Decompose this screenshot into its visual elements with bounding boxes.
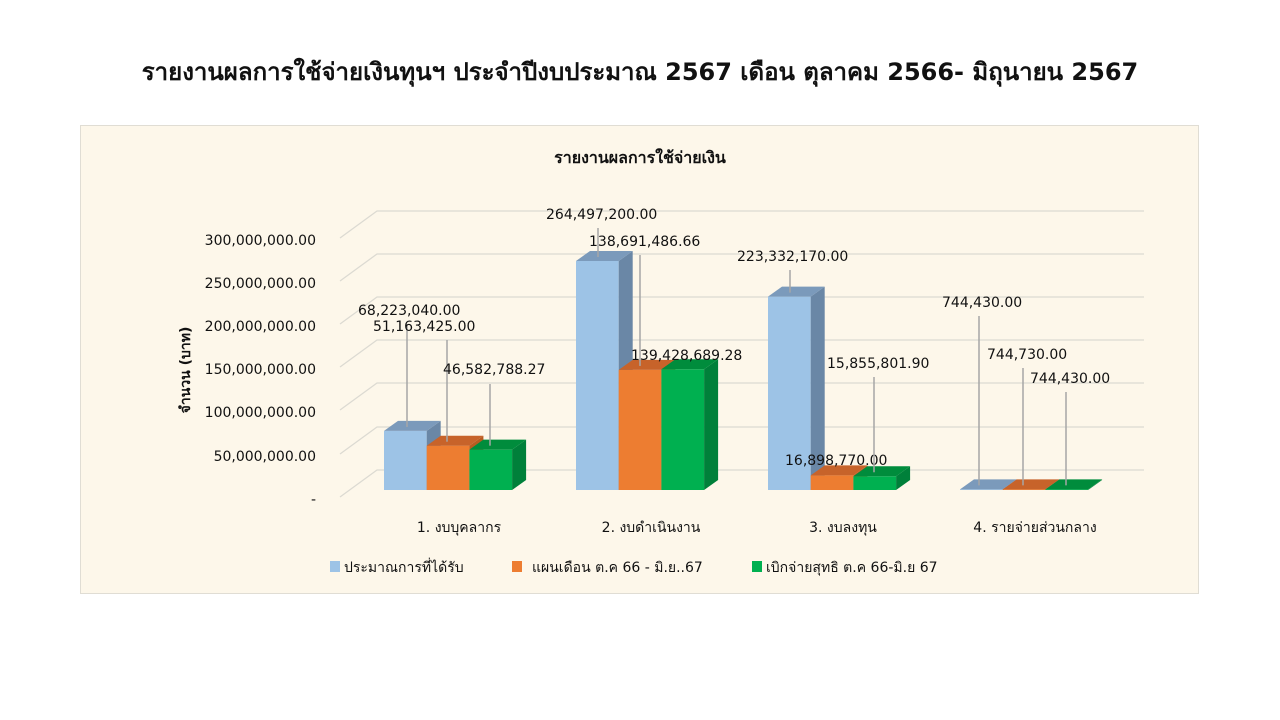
- bar-top: [960, 479, 1017, 490]
- gridline: [339, 296, 1144, 325]
- bar-front: [853, 476, 897, 490]
- data-label: 744,430.00: [942, 295, 1022, 311]
- bar-top: [768, 286, 825, 297]
- bar-front: [768, 296, 811, 490]
- bar-top: [853, 466, 911, 477]
- chart-title: รายงานผลการใช้จ่ายเงิน: [554, 148, 726, 167]
- data-label: 139,428,689.28: [631, 348, 742, 364]
- bar-front: [426, 445, 470, 490]
- legend-swatch: [330, 561, 340, 572]
- bar-top: [1045, 479, 1103, 490]
- bar-side: [896, 466, 911, 490]
- data-label: 744,730.00: [987, 347, 1067, 363]
- data-label: 68,223,040.00: [358, 303, 460, 319]
- bar-top: [618, 359, 676, 370]
- bar-front: [661, 369, 705, 490]
- bar-front: [1002, 489, 1046, 490]
- data-label: 15,855,801.90: [827, 356, 929, 372]
- gridline: [339, 253, 1144, 282]
- bar-top: [384, 420, 441, 431]
- y-tick-label: -: [311, 492, 316, 508]
- x-category-label: 4. รายจ่ายส่วนกลาง: [973, 520, 1096, 536]
- bar-top: [1002, 479, 1060, 490]
- legend-label: ประมาณการที่ได้รับ: [344, 558, 464, 576]
- gridline: [339, 382, 1144, 411]
- bar-side: [512, 439, 527, 490]
- bar-top: [810, 465, 868, 476]
- gridline: [339, 339, 1144, 368]
- legend-swatch: [752, 561, 762, 572]
- gridline: [339, 210, 1144, 239]
- x-category-label: 3. งบลงทุน: [809, 520, 877, 536]
- data-label: 51,163,425.00: [373, 319, 475, 335]
- page-title: รายงานผลการใช้จ่ายเงินทุนฯ ประจำปีงบประม…: [141, 58, 1139, 86]
- bar-side: [810, 286, 825, 490]
- data-label: 744,430.00: [1030, 371, 1110, 387]
- bar-top: [426, 435, 484, 446]
- data-label: 138,691,486.66: [589, 234, 700, 250]
- bar-front: [960, 489, 1003, 490]
- bar-side: [704, 359, 719, 490]
- data-label: 46,582,788.27: [443, 362, 545, 378]
- y-tick-label: 200,000,000.00: [205, 319, 316, 335]
- bar-front: [384, 430, 427, 490]
- bar-top: [469, 439, 527, 450]
- y-tick-label: 50,000,000.00: [214, 449, 316, 465]
- y-tick-label: 250,000,000.00: [205, 276, 316, 292]
- bar-front: [469, 449, 513, 490]
- y-tick-label: 100,000,000.00: [205, 405, 316, 421]
- x-category-label: 1. งบบุคลากร: [417, 520, 502, 536]
- y-tick-label: 300,000,000.00: [205, 233, 316, 249]
- bar-front: [618, 369, 662, 490]
- data-label: 16,898,770.00: [785, 453, 887, 469]
- bar-top: [576, 251, 633, 261]
- data-label: 264,497,200.00: [546, 207, 657, 223]
- x-category-label: 2. งบดำเนินงาน: [602, 520, 701, 536]
- bar-front: [810, 475, 854, 490]
- y-axis-label: จำนวน (บาท): [178, 327, 194, 414]
- bar-top: [661, 359, 719, 370]
- bar-side: [1088, 479, 1103, 490]
- gridline: [339, 426, 1144, 455]
- legend-label: เบิกจ่ายสุทธิ ต.ค 66-มิ.ย 67: [766, 560, 938, 576]
- y-tick-label: 150,000,000.00: [205, 362, 316, 378]
- bar-front: [1045, 489, 1089, 490]
- legend-label: แผนเดือน ต.ค 66 - มิ.ย..67: [532, 560, 703, 576]
- legend-swatch: [512, 561, 522, 572]
- bar-front: [576, 261, 619, 490]
- data-label: 223,332,170.00: [737, 249, 848, 265]
